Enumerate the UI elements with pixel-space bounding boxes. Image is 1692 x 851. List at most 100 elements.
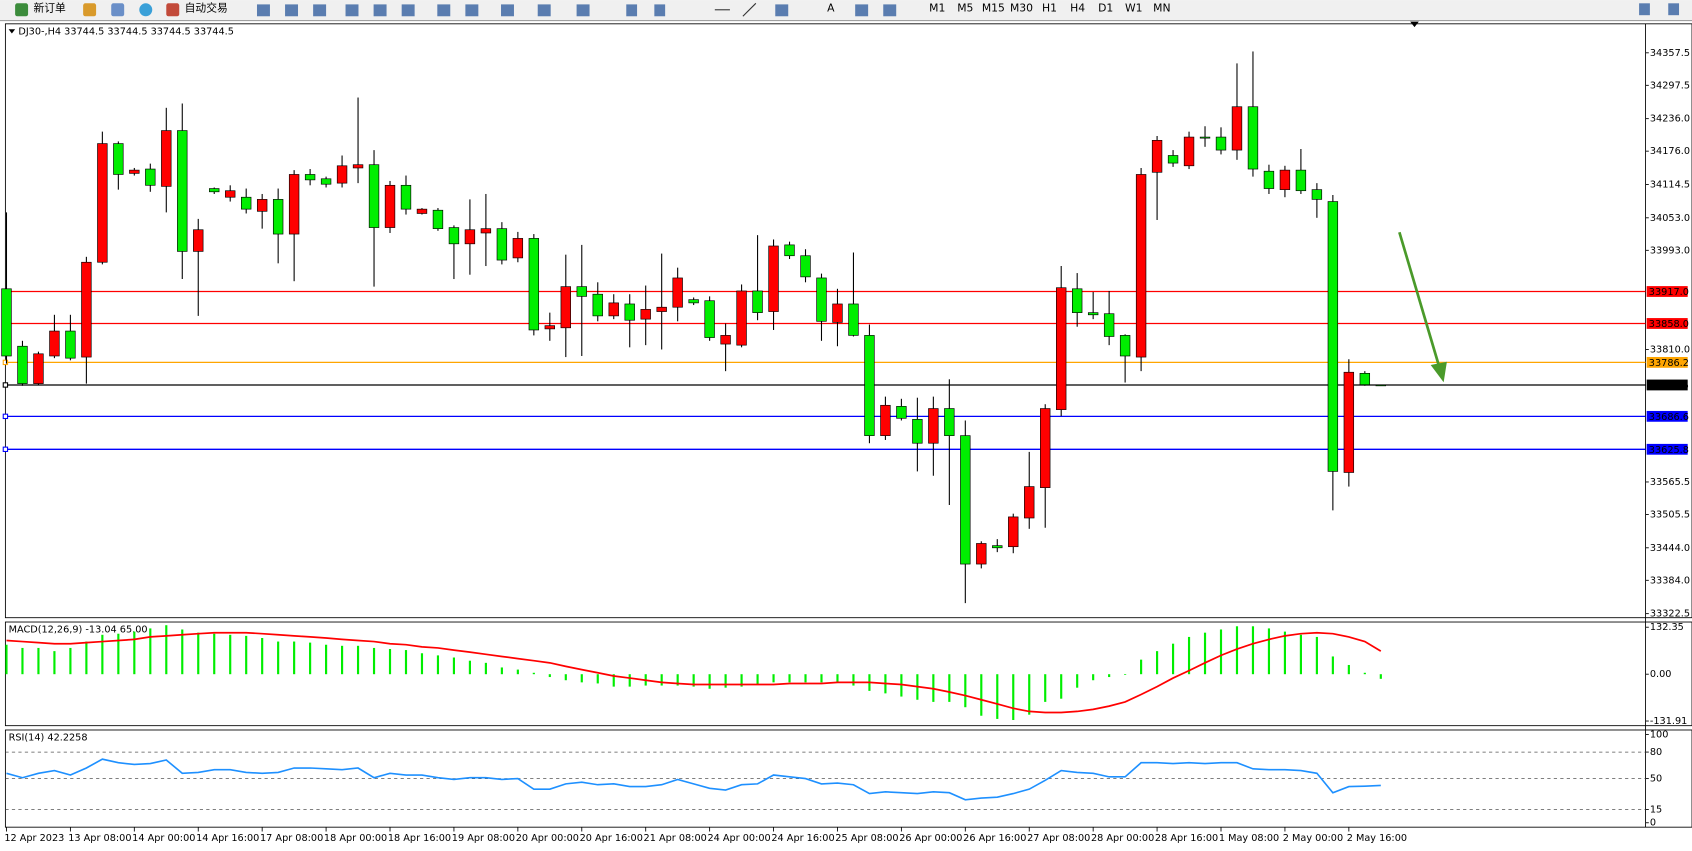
candle-body [1024,486,1035,519]
icon[interactable] [576,4,590,17]
candle-body [129,169,140,174]
candle-body [672,277,683,308]
icon[interactable] [465,4,479,17]
icon[interactable] [883,4,897,17]
candle-body [992,545,1003,549]
x-tick-label: 14 Apr 16:00 [196,833,259,844]
timeframe-button[interactable]: M30 [1010,2,1033,15]
candle-body [1279,169,1291,190]
new-order-icon[interactable] [15,3,29,17]
candle-body [688,299,699,304]
timeframe-button[interactable]: MN [1153,2,1170,15]
text-tool[interactable]: A [827,2,835,15]
icon[interactable] [285,4,299,17]
x-tick-label: 2 May 00:00 [1283,833,1343,844]
x-tick-label: 20 Apr 16:00 [580,833,643,844]
candle-body [1103,313,1115,337]
y-tick-label: 33322.5 [1650,609,1690,620]
x-tick-label: 25 Apr 08:00 [835,833,898,844]
candle-body [1199,136,1211,139]
candle-body [1135,174,1147,358]
level-label: 33744.5 [1649,381,1689,392]
icon[interactable] [83,3,97,17]
x-tick-label: 18 Apr 00:00 [324,833,387,844]
candle-body [800,255,811,278]
icon[interactable] [501,4,514,17]
candle-body [912,419,923,444]
candle-body [320,178,332,185]
candle-body [752,290,763,313]
auto-trade-button[interactable]: 自动交易 [185,2,228,15]
candle-body [768,245,779,312]
icon[interactable] [437,4,451,17]
icon[interactable] [775,4,789,17]
candle-body [368,164,380,228]
candle-body [928,408,939,444]
candle-body [272,199,284,235]
icon[interactable] [313,4,327,17]
icon[interactable] [401,4,415,17]
icon[interactable] [855,4,869,17]
shift-marker [1410,21,1419,28]
new-order-button[interactable]: 新订单 [33,2,66,15]
candle-body [544,325,556,330]
x-tick-label: 19 Apr 08:00 [452,833,515,844]
icon[interactable] [139,3,153,17]
icon[interactable] [373,4,387,17]
level-label-bg [1646,318,1688,329]
y-tick-label: 34236.0 [1650,114,1690,125]
timeframe-button[interactable]: H1 [1042,2,1057,15]
panel-title: MACD(12,26,9) -13.04 65.00 [9,625,148,636]
candle-body [960,435,971,565]
candle-body [560,286,571,329]
timeframe-button[interactable]: M1 [929,2,945,15]
icon[interactable] [537,4,551,17]
x-tick-label: 14 Apr 00:00 [132,833,195,844]
notify-icon[interactable] [1668,3,1680,16]
timeframe-button[interactable]: M15 [982,2,1005,15]
candle-body [209,188,220,193]
timeframe-button[interactable]: M5 [957,2,973,15]
macd-panel [4,621,1692,727]
candle-body [944,408,955,436]
search-icon[interactable] [1639,3,1650,16]
x-tick-label: 28 Apr 00:00 [1091,833,1154,844]
icon[interactable] [111,3,125,17]
icon[interactable] [654,4,666,17]
candle-body [241,196,252,210]
candle-body [624,303,635,321]
candle-body [1119,335,1131,357]
toolbar-icons [256,3,1680,17]
icon[interactable] [256,4,270,17]
candle-body [145,168,156,186]
level-label-bg [1646,356,1688,368]
annotation-arrow-head [1430,361,1447,383]
candle-body [1,288,12,357]
candle-body [17,345,28,384]
timeframe-button[interactable]: D1 [1098,2,1113,15]
level-label: 33917.0 [1649,287,1689,298]
candle-body [97,143,108,263]
x-tick-label: 24 Apr 16:00 [771,833,834,844]
icon[interactable] [345,4,359,17]
candle-body [1327,201,1339,472]
candle-body [592,293,603,317]
candle-body [512,238,524,259]
x-tick-label: 26 Apr 16:00 [963,833,1026,844]
x-tick-label: 13 Apr 08:00 [68,833,131,844]
icon[interactable] [626,4,638,17]
timeframe-button[interactable]: W1 [1125,2,1143,15]
timeframe-button[interactable]: H4 [1070,2,1085,15]
candle-body [1231,106,1243,151]
auto-trade-icon[interactable] [166,3,180,17]
candle-body [49,330,60,357]
y-tick-label: -131.91 [1650,716,1687,727]
y-tick-label: 33384.0 [1650,575,1690,586]
candle-body [896,406,907,419]
main-panel [4,23,1692,619]
trend-tool[interactable] [742,2,757,17]
y-tick-label: 34114.5 [1650,179,1690,190]
candle-body [336,165,348,184]
candle-body [464,229,476,245]
symbol-marker [8,29,16,34]
